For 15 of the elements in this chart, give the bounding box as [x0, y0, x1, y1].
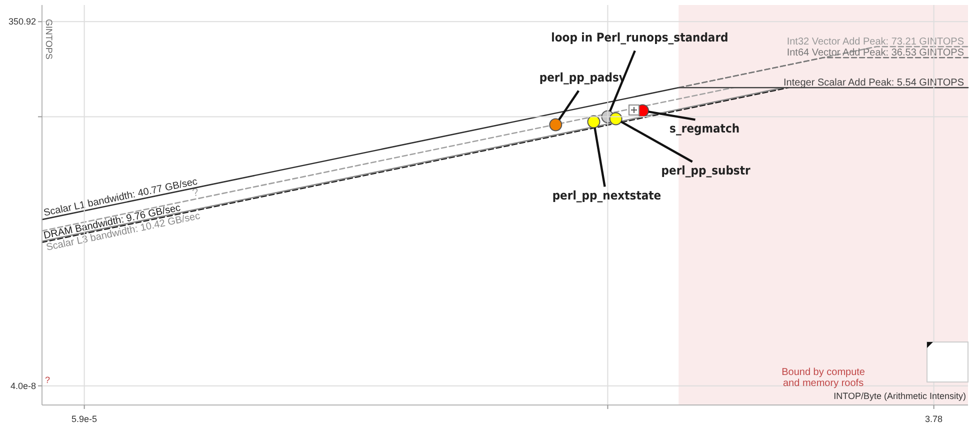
band-label: Bound by compute and memory roofs	[782, 367, 866, 389]
annotation: perl_pp_substr	[661, 164, 752, 178]
y-tick-label: 350.92	[8, 16, 36, 27]
x-tick-label: 3.78	[925, 414, 943, 424]
text: ?	[191, 186, 200, 200]
annotation: perl_pp_nextstate	[552, 188, 662, 203]
x-axis-title: INTOP/Byte (Arithmetic Intensity)	[834, 391, 966, 401]
series-label: Int32 Vector Add Peak: 73.21 GINTOPS	[786, 36, 964, 48]
series-label: Integer Scalar Add Peak: 5.54 GINTOPS	[784, 78, 964, 89]
annotation: ?	[45, 375, 50, 385]
annotation: loop in Perl_runops_standard	[551, 30, 728, 45]
annotation: s_regmatch	[670, 122, 740, 136]
y-axis-title: GINTOPS	[44, 19, 54, 60]
x-tick-label: 5.9e-5	[72, 414, 98, 424]
y-tick-label: 4.0e-8	[10, 380, 36, 391]
